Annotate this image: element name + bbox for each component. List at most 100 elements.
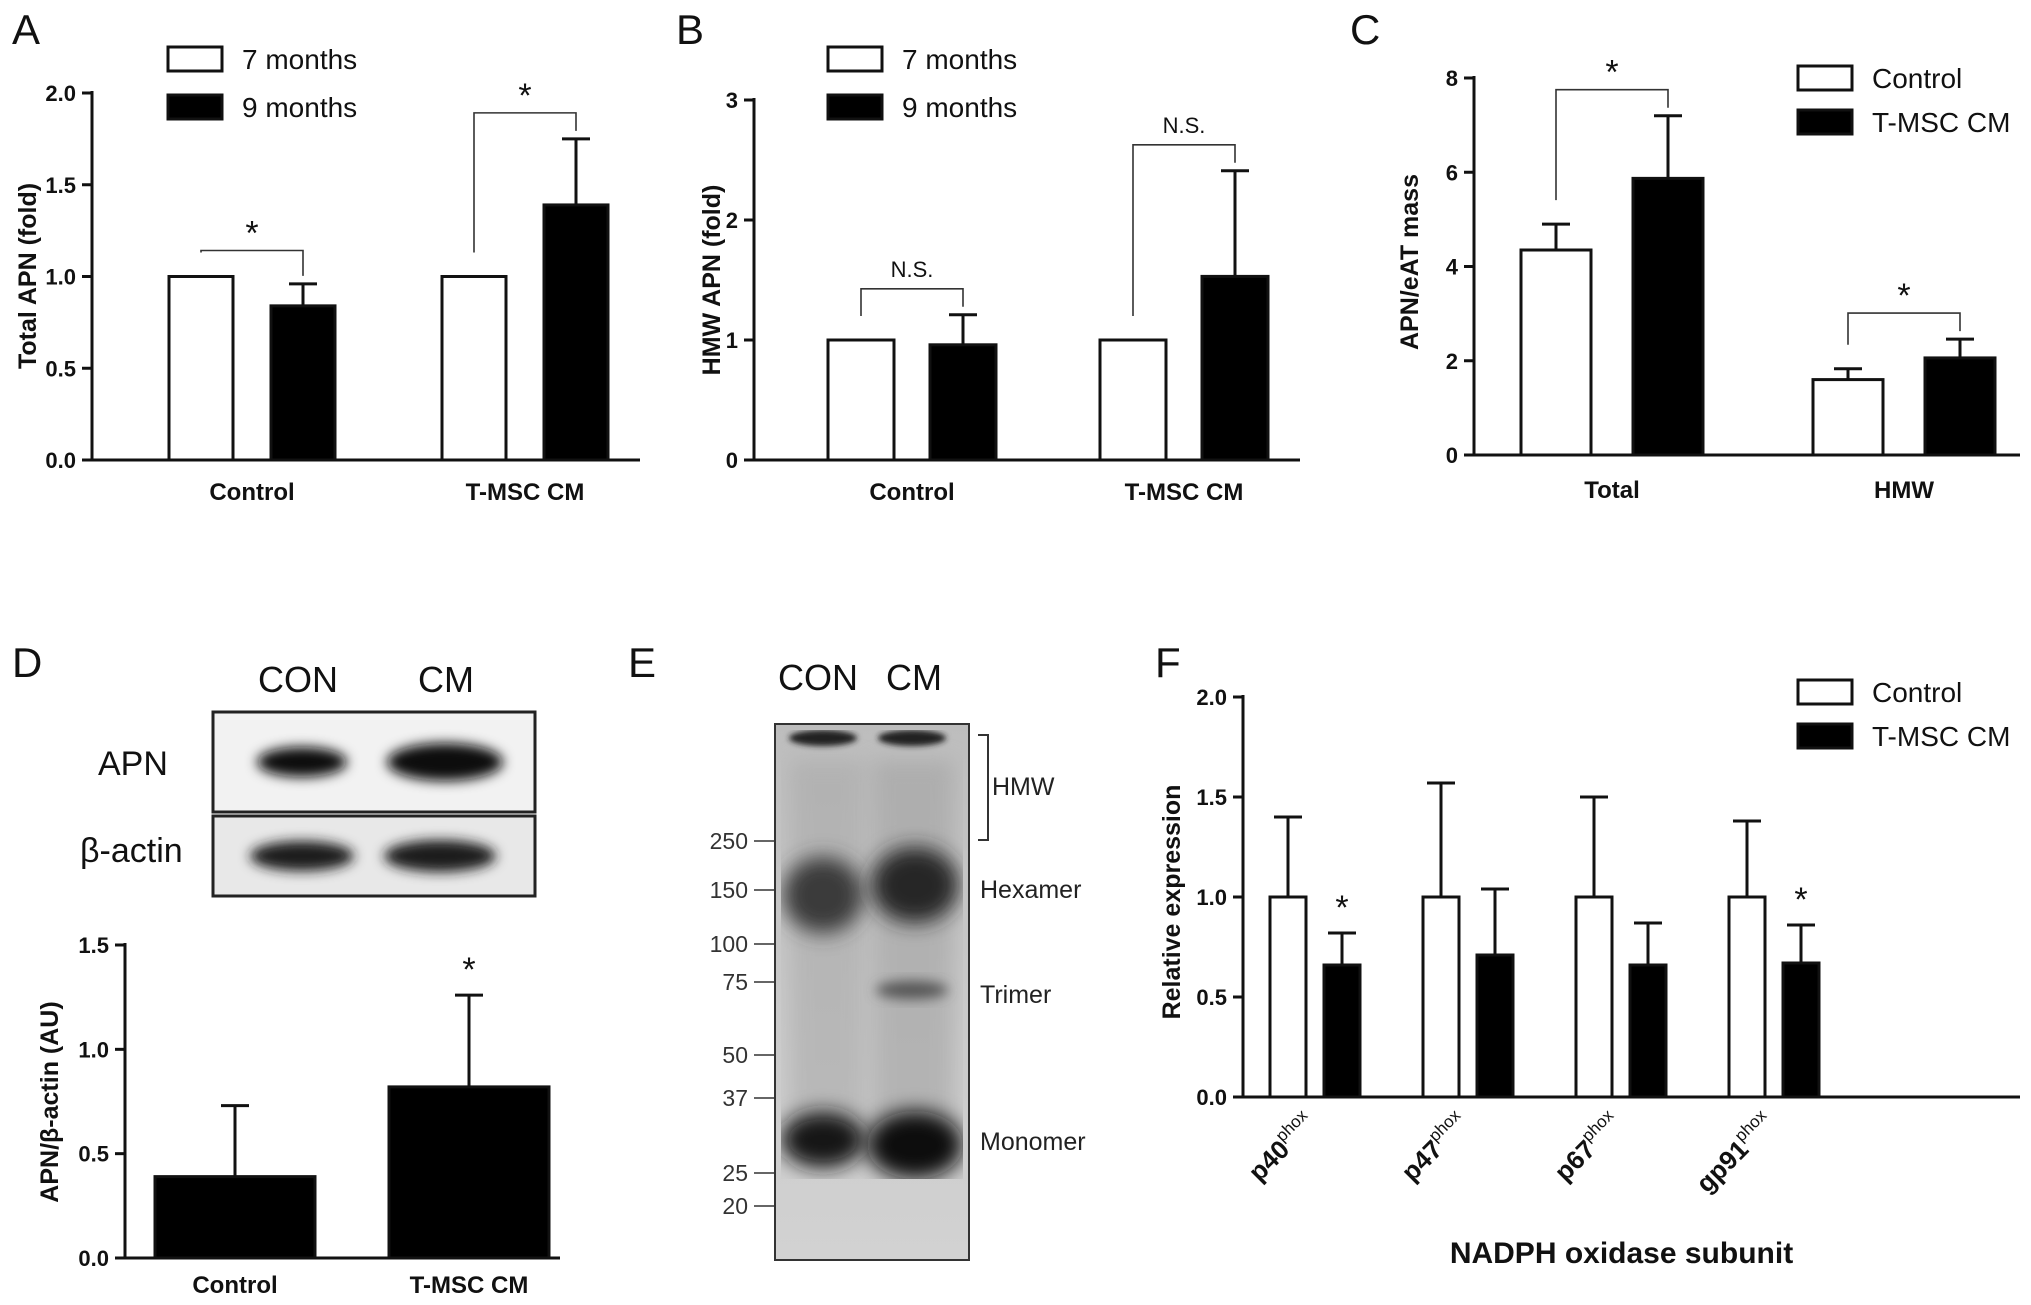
chart-a-y-tick-label: 1.5 [45,173,76,198]
chart-b-y-tick-label: 3 [726,88,738,113]
chart-f-y-tick-label: 1.5 [1196,785,1227,810]
gel-band-label-trimer: Trimer [980,981,1051,1009]
chart-d-x-category-label: Control [192,1272,277,1299]
gel-hmw-bracket [978,734,989,841]
native-gel-e: CON CM 250 150 100 75 [710,657,1086,1261]
gel-marker-150: 150 [710,877,775,903]
chart-b-significance-label: N.S. [1163,113,1206,138]
chart-c-legend-label: Control [1872,63,1962,94]
chart-a-significance-label: * [518,77,531,115]
chart-c-bar-control-0 [1519,248,1593,457]
chart-c-bar-control-1 [1811,378,1885,457]
chart-a-bar-7-months-1 [440,275,508,462]
blot-apn-band-cm [387,743,503,781]
svg-text:37: 37 [722,1085,748,1111]
chart-b-x-category-label: T-MSC CM [1125,479,1244,506]
chart-b-x-category-label: Control [869,479,954,506]
chart-a-bar-9-months-0 [269,304,337,462]
svg-text:25: 25 [722,1160,748,1186]
chart-c-y-axis-label: APN/eAT mass [1396,174,1424,350]
blot-row-label-actin: β-actin [80,832,183,870]
chart-a-y-axis-label: Total APN (fold) [14,183,42,369]
chart-b-bar-9-months-1 [1200,274,1270,462]
chart-d-significance-label: * [462,951,475,989]
chart-b-legend-swatch [826,93,884,121]
chart-c-bar-t-msc-cm-0 [1631,176,1705,457]
gel-band-top-con [789,730,857,746]
chart-f-bar-t-msc-cm-2 [1628,963,1668,1099]
chart-b-bar-9-months-0 [928,343,998,462]
chart-b-bar-7-months-0 [826,338,896,462]
chart-d-y-tick-label: 0.0 [78,1246,109,1271]
chart-f-y-axis-label: Relative expression [1158,785,1186,1020]
chart-panel-c: 0 2 4 6 8 APN/eAT mass * * Total HMW Control T-MSC … [1396,54,2020,504]
panel-label-d: D [12,639,42,686]
blot-actin-band-con [250,841,354,871]
chart-a-significance-bracket [200,249,304,276]
chart-c-legend-swatch [1796,64,1854,92]
chart-b-y-tick-label: 1 [726,328,738,353]
gel-band-label-hmw: HMW [992,773,1055,801]
chart-b-legend-label: 9 months [902,92,1017,123]
chart-f-x-category-label: p67phox [1546,1106,1627,1187]
gel-band-trimer-cm [876,981,948,999]
chart-a-x-category-label: Control [209,479,294,506]
svg-text:50: 50 [722,1042,748,1068]
chart-f-x-category-label: p40phox [1240,1106,1321,1187]
chart-b-y-tick-label: 2 [726,208,738,233]
chart-b-bar-7-months-1 [1098,338,1168,462]
chart-f-bar-t-msc-cm-0 [1322,963,1362,1099]
panel-label-a: A [12,6,40,53]
gel-band-top-cm [878,730,946,746]
gel-band-monomer-cm [867,1111,963,1179]
chart-d-y-tick-label: 1.0 [78,1037,109,1062]
gel-lane-label-cm: CM [886,657,942,698]
chart-f-bar-t-msc-cm-3 [1781,961,1821,1099]
chart-f-bar-control-1 [1421,895,1461,1099]
panel-label-e: E [628,639,656,686]
chart-f-significance-label: * [1794,881,1807,919]
chart-a-legend-swatch [166,93,224,121]
chart-c-significance-label: * [1897,277,1910,315]
chart-a-bar-9-months-1 [542,203,610,462]
chart-a-y-tick-label: 1.0 [45,265,76,290]
chart-f-y-tick-label: 0.5 [1196,985,1227,1010]
chart-c-legend-label: T-MSC CM [1872,107,2010,138]
chart-f-legend-swatch [1796,722,1854,750]
chart-d-x-category-label: T-MSC CM [410,1272,529,1299]
chart-a-significance-bracket [473,112,577,253]
chart-panel-a: 0.0 0.5 1.0 1.5 2.0 Total APN (fold) * * Control… [14,44,640,506]
gel-band-label-hexamer: Hexamer [980,876,1081,904]
svg-text:20: 20 [722,1193,748,1219]
chart-f-bar-control-3 [1727,895,1767,1099]
blot-apn-band-con [257,747,347,777]
blot-lane-label-con: CON [258,659,338,700]
blot-actin-band-cm [384,840,496,872]
chart-a-legend-swatch [166,45,224,73]
chart-f-x-axis-label: NADPH oxidase subunit [1450,1237,1793,1270]
gel-lane-label-con: CON [778,657,858,698]
chart-c-significance-bracket [1555,88,1669,201]
chart-c-y-tick-label: 6 [1446,160,1458,185]
gel-band-hexamer-con [783,857,863,933]
gel-band-monomer-con [781,1112,865,1168]
chart-a-x-category-label: T-MSC CM [466,479,585,506]
chart-d-y-tick-label: 0.5 [78,1142,109,1167]
chart-c-y-tick-label: 0 [1446,443,1458,468]
chart-d-y-tick-label: 1.5 [78,933,109,958]
chart-f-legend-label: T-MSC CM [1872,721,2010,752]
panel-label-c: C [1350,6,1380,53]
chart-b-y-tick-label: 0 [726,448,738,473]
chart-panel-b: 0 1 2 3 HMW APN (fold) N.S. N.S. Control T-MSC C… [698,44,1300,506]
gel-band-label-monomer: Monomer [980,1128,1086,1156]
gel-marker-20: 20 [722,1193,775,1219]
chart-a-legend-label: 9 months [242,92,357,123]
chart-b-legend-swatch [826,45,884,73]
chart-f-x-category-label: gp91phox [1688,1106,1781,1199]
chart-a-y-tick-label: 0.0 [45,448,76,473]
chart-b-significance-label: N.S. [891,257,934,282]
chart-f-legend-swatch [1796,678,1854,706]
chart-a-bar-7-months-0 [167,275,235,462]
chart-f-bar-control-0 [1268,895,1308,1099]
